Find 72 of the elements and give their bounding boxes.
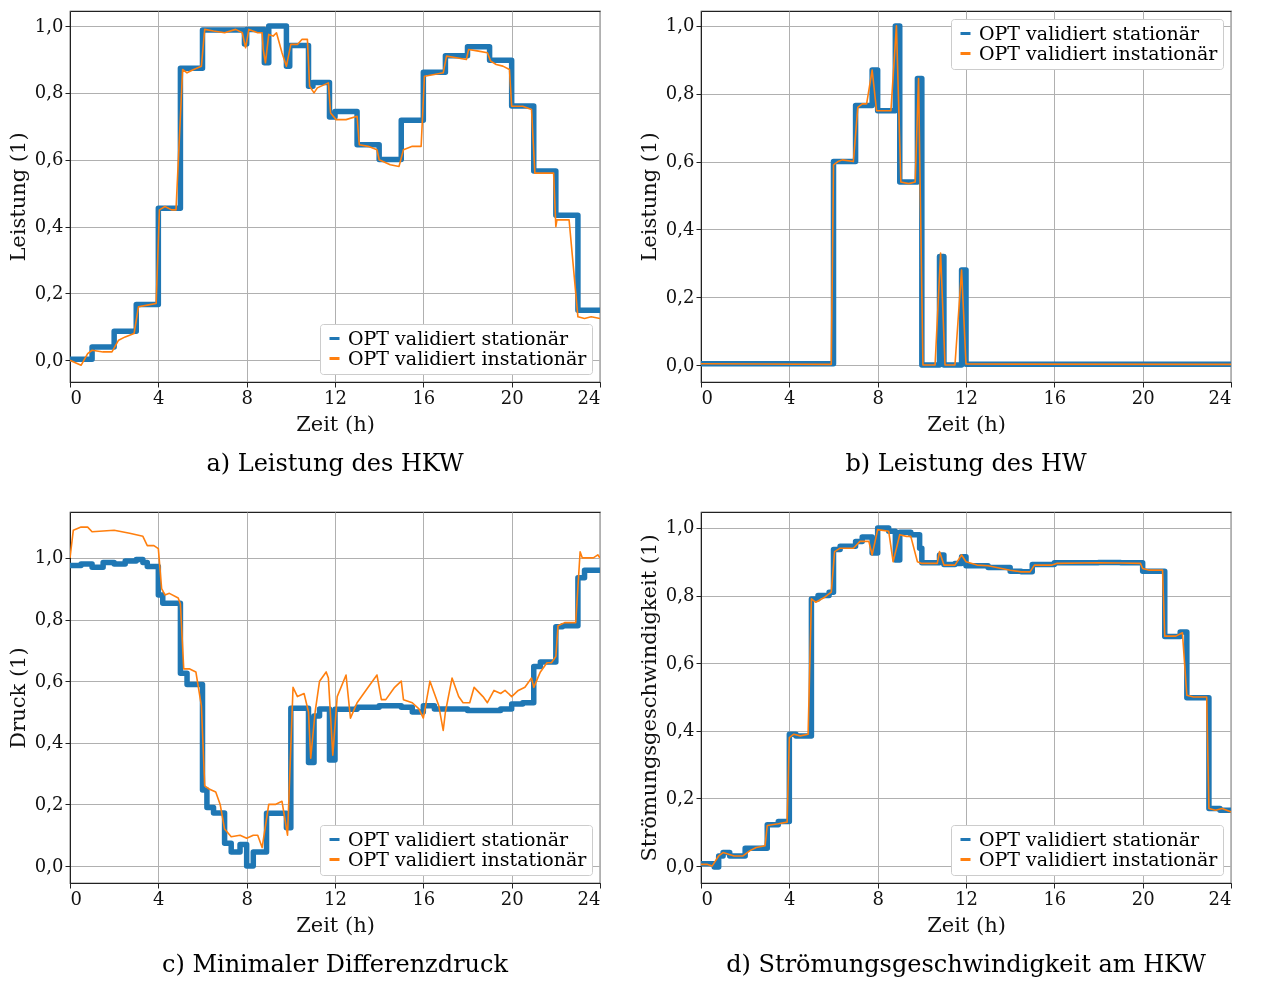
y-axis-title: Strömungsgeschwindigkeit (1) <box>636 534 661 862</box>
y-axis-title: Leistung (1) <box>636 132 661 262</box>
x-tick-label: 24 <box>577 887 601 909</box>
legend-label: OPT validiert stationär <box>348 827 569 850</box>
y-tick-label: 0,8 <box>34 608 64 630</box>
y-tick-label: 0,0 <box>34 854 64 876</box>
x-tick-label: 4 <box>153 887 165 909</box>
x-tick-label: 16 <box>1043 386 1067 408</box>
y-tick-label: 0,8 <box>665 584 695 606</box>
y-tick-label: 0,6 <box>34 669 64 691</box>
x-tick-label: 16 <box>412 386 436 408</box>
y-tick-label: 0,4 <box>665 217 695 239</box>
legend-label: OPT validiert stationär <box>348 326 569 349</box>
y-tick-label: 1,0 <box>665 14 695 36</box>
text: c) Minimaler Differenzdruck <box>161 950 509 978</box>
x-tick-label: 8 <box>872 386 884 408</box>
legend-label: OPT validiert instationär <box>979 847 1219 870</box>
x-axis-title: Zeit (h) <box>927 912 1006 937</box>
x-tick-label: 0 <box>70 386 82 408</box>
y-tick-label: 0,0 <box>34 348 64 370</box>
y-tick-label: 1,0 <box>34 546 64 568</box>
x-tick-label: 4 <box>784 887 796 909</box>
text: d) Strömungsgeschwindigkeit am HKW <box>726 950 1207 978</box>
x-tick-label: 0 <box>701 887 713 909</box>
y-tick-label: 0,6 <box>665 651 695 673</box>
x-tick-label: 0 <box>701 386 713 408</box>
legend-label: OPT validiert stationär <box>979 827 1200 850</box>
legend-label: OPT validiert instationär <box>348 847 588 870</box>
x-tick-label: 20 <box>1131 386 1155 408</box>
y-tick-label: 0,0 <box>665 353 695 375</box>
x-tick-label: 8 <box>872 887 884 909</box>
x-tick-label: 4 <box>784 386 796 408</box>
y-tick-label: 1,0 <box>34 14 64 36</box>
x-tick-label: 20 <box>500 887 524 909</box>
y-tick-label: 0,8 <box>665 82 695 104</box>
x-tick-label: 20 <box>500 386 524 408</box>
x-tick-label: 20 <box>1131 887 1155 909</box>
x-tick-label: 12 <box>955 386 978 408</box>
x-tick-label: 12 <box>324 386 347 408</box>
x-tick-label: 16 <box>412 887 436 909</box>
x-tick-label: 24 <box>577 386 601 408</box>
legend-label: OPT validiert instationär <box>348 346 588 369</box>
y-axis-title: Leistung (1) <box>5 132 30 262</box>
y-tick-label: 0,4 <box>34 215 64 237</box>
text: b) Leistung des HW <box>845 449 1087 477</box>
x-tick-label: 8 <box>241 887 253 909</box>
y-tick-label: 0,6 <box>665 150 695 172</box>
x-tick-label: 4 <box>153 386 165 408</box>
x-tick-label: 8 <box>241 386 253 408</box>
x-tick-label: 16 <box>1043 887 1067 909</box>
x-tick-label: 24 <box>1208 887 1232 909</box>
y-tick-label: 0,0 <box>665 854 695 876</box>
x-axis-title: Zeit (h) <box>927 411 1006 436</box>
y-tick-label: 1,0 <box>665 516 695 538</box>
y-tick-label: 0,2 <box>34 792 64 814</box>
y-tick-label: 0,2 <box>34 281 64 303</box>
x-tick-label: 0 <box>70 887 82 909</box>
x-tick-label: 24 <box>1208 386 1232 408</box>
y-tick-label: 0,6 <box>34 148 64 170</box>
y-tick-label: 0,4 <box>665 719 695 741</box>
x-tick-label: 12 <box>324 887 347 909</box>
x-tick-label: 12 <box>955 887 978 909</box>
legend-label: OPT validiert stationär <box>979 21 1200 44</box>
y-tick-label: 0,2 <box>665 285 695 307</box>
x-axis-title: Zeit (h) <box>296 912 375 937</box>
y-axis-title: Druck (1) <box>5 647 30 749</box>
text: a) Leistung des HKW <box>206 449 464 477</box>
y-tick-label: 0,8 <box>34 81 64 103</box>
y-tick-label: 0,4 <box>34 731 64 753</box>
y-tick-label: 0,2 <box>665 786 695 808</box>
legend-label: OPT validiert instationär <box>979 41 1219 64</box>
x-axis-title: Zeit (h) <box>296 411 375 436</box>
